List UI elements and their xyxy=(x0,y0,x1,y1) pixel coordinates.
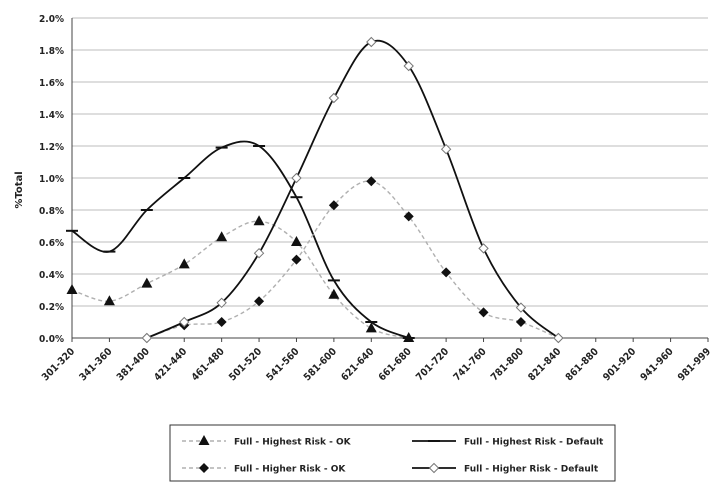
triangle-marker xyxy=(66,284,78,294)
series-line xyxy=(146,39,559,339)
triangle-marker xyxy=(141,277,153,288)
legend-label: Full - Higher Risk - Default xyxy=(464,465,599,475)
triangle-marker xyxy=(216,231,228,242)
diamond-marker xyxy=(291,254,302,265)
x-tick-label: 581-600 xyxy=(302,346,339,383)
open-diamond-marker xyxy=(515,302,527,313)
legend: Full - Highest Risk - OK Full - Highest R… xyxy=(169,424,616,482)
diamond-marker xyxy=(328,200,339,211)
y-tick-label: 1.4% xyxy=(39,110,64,121)
x-tick-label: 421-440 xyxy=(152,346,189,383)
gridlines xyxy=(71,17,708,339)
triangle-marker xyxy=(365,322,377,333)
y-tick-label: 0.8% xyxy=(39,206,64,217)
y-axis-ticks: 0.0% 0.2% 0.4% 0.6% 0.8% 1.0% 1.2% 1.4% 1.6% 1.8%… xyxy=(39,14,64,345)
series-2 xyxy=(66,140,415,339)
legend-box xyxy=(169,424,616,482)
x-tick-label: 901-920 xyxy=(601,346,638,383)
triangle-marker xyxy=(103,295,115,306)
diamond-marker xyxy=(403,211,414,222)
y-tick-label: 0.2% xyxy=(39,302,64,313)
x-tick-label: 821-840 xyxy=(526,346,563,383)
triangle-marker xyxy=(328,288,340,299)
open-diamond-marker xyxy=(403,60,414,72)
open-diamond-marker xyxy=(328,92,340,104)
open-diamond-marker xyxy=(440,143,452,155)
x-tick-label: 941-960 xyxy=(639,346,676,383)
open-diamond-marker xyxy=(553,332,564,344)
open-diamond-marker xyxy=(253,247,265,259)
x-tick-label: 621-640 xyxy=(339,346,376,383)
open-diamond-marker xyxy=(366,36,377,48)
open-diamond-marker xyxy=(428,462,440,474)
x-tick-label: 461-480 xyxy=(190,346,227,383)
series-4 xyxy=(141,36,564,344)
diamond-marker xyxy=(216,317,227,327)
series-line xyxy=(71,220,409,339)
diamond-marker xyxy=(366,176,377,187)
series-group xyxy=(66,36,564,344)
x-tick-label: 981-999 xyxy=(676,346,713,383)
x-tick-label: 741-760 xyxy=(452,346,489,383)
open-diamond-marker xyxy=(216,297,227,309)
series-3 xyxy=(141,176,564,343)
y-axis-label: %Total xyxy=(14,171,25,208)
y-tick-label: 0.4% xyxy=(39,270,64,281)
legend-label: Full - Highest Risk - Default xyxy=(464,438,604,448)
open-diamond-marker xyxy=(179,316,190,328)
y-tick-label: 1.2% xyxy=(39,142,64,153)
open-diamond-marker xyxy=(141,332,153,344)
y-tick-label: 0.0% xyxy=(39,334,64,345)
legend-label: Full - Higher Risk - OK xyxy=(234,465,346,475)
diamond-marker xyxy=(515,317,526,327)
x-tick-label: 381-400 xyxy=(115,346,152,383)
y-tick-label: 1.8% xyxy=(39,46,64,57)
diamond-marker xyxy=(441,267,452,278)
x-tick-label: 861-880 xyxy=(564,346,601,383)
x-tick-label: 781-800 xyxy=(489,346,526,383)
y-tick-label: 0.6% xyxy=(39,238,64,249)
x-tick-label: 501-520 xyxy=(227,346,264,383)
legend-label: Full - Highest Risk - OK xyxy=(234,438,352,448)
x-tick-label: 301-320 xyxy=(40,346,77,383)
open-diamond-marker xyxy=(478,243,489,254)
y-tick-label: 2.0% xyxy=(39,14,64,25)
diamond-marker xyxy=(254,296,265,307)
diamond-marker xyxy=(478,307,489,318)
y-tick-label: 1.6% xyxy=(39,78,64,89)
series-line xyxy=(71,140,410,339)
y-tick-label: 1.0% xyxy=(39,174,64,185)
series-1 xyxy=(66,215,415,342)
x-axis-ticks: 301-320 341-360 381-400 421-440 461-480 501-5… xyxy=(40,338,713,383)
x-tick-label: 541-560 xyxy=(265,346,302,383)
triangle-marker xyxy=(253,215,265,226)
open-diamond-marker xyxy=(291,172,302,184)
x-tick-label: 341-360 xyxy=(78,346,115,383)
triangle-marker xyxy=(198,435,210,445)
x-tick-label: 661-680 xyxy=(377,346,414,383)
triangle-marker xyxy=(290,236,302,246)
diamond-marker xyxy=(199,463,209,473)
x-tick-label: 701-720 xyxy=(414,346,451,383)
triangle-marker xyxy=(178,258,190,269)
